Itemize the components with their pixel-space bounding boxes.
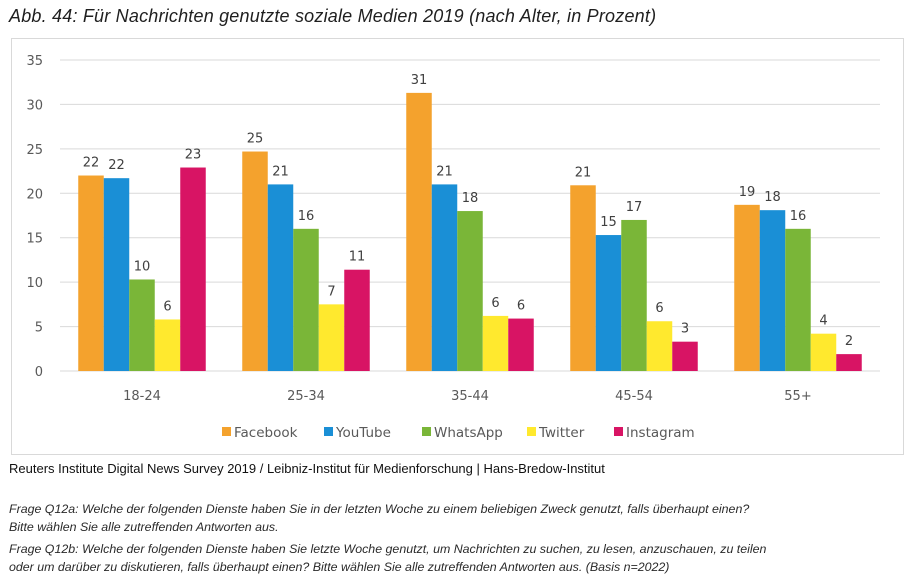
- data-label-youtube-55+: 18: [764, 190, 781, 205]
- bar-whatsapp-25-34: [293, 228, 319, 371]
- bar-whatsapp-35-44: [457, 211, 483, 371]
- data-label-twitter-55+: 4: [819, 314, 827, 329]
- x-tick-label: 55+: [784, 389, 811, 404]
- y-tick-label: 5: [35, 321, 43, 336]
- legend-label-twitter: Twitter: [538, 425, 585, 441]
- data-label-youtube-35-44: 21: [436, 164, 453, 179]
- bar-facebook-45-54: [570, 185, 596, 371]
- legend-swatch-whatsapp: [422, 427, 431, 436]
- data-label-youtube-18-24: 22: [108, 158, 125, 173]
- legend-label-facebook: Facebook: [234, 425, 298, 441]
- bar-instagram-25-34: [344, 269, 370, 371]
- data-label-facebook-18-24: 22: [83, 156, 100, 171]
- bar-instagram-35-44: [508, 318, 534, 371]
- x-tick-label: 45-54: [615, 389, 653, 404]
- figure-title: Abb. 44: Für Nachrichten genutzte sozial…: [9, 6, 657, 26]
- data-label-facebook-35-44: 31: [411, 73, 428, 88]
- bar-instagram-18-24: [180, 167, 206, 371]
- bar-instagram-55+: [836, 354, 862, 371]
- bar-instagram-45-54: [672, 341, 698, 371]
- bar-whatsapp-55+: [785, 228, 811, 371]
- bar-youtube-45-54: [595, 235, 622, 371]
- data-label-whatsapp-35-44: 18: [462, 191, 479, 206]
- data-label-instagram-18-24: 23: [185, 148, 202, 163]
- data-label-twitter-25-34: 7: [327, 284, 335, 299]
- data-label-instagram-35-44: 6: [517, 299, 525, 314]
- data-label-facebook-25-34: 25: [247, 132, 264, 147]
- bar-facebook-55+: [734, 204, 760, 371]
- y-tick-label: 35: [26, 54, 43, 69]
- data-label-youtube-45-54: 15: [600, 215, 617, 230]
- bar-youtube-55+: [759, 210, 786, 371]
- bar-twitter-35-44: [482, 315, 509, 371]
- y-tick-label: 30: [26, 98, 43, 113]
- data-label-twitter-35-44: 6: [491, 296, 499, 311]
- bar-twitter-18-24: [154, 319, 181, 371]
- legend-label-whatsapp: WhatsApp: [434, 425, 503, 441]
- data-label-facebook-45-54: 21: [575, 165, 592, 180]
- y-axis-tick-labels: 0 5 10 15 20 25 30 35: [26, 54, 43, 380]
- data-label-instagram-55+: 2: [845, 334, 853, 349]
- bar-whatsapp-45-54: [621, 219, 647, 371]
- legend-swatch-instagram: [614, 427, 623, 436]
- data-label-whatsapp-25-34: 16: [298, 209, 315, 224]
- note-q12b-line2: oder um darüber zu diskutieren, falls üb…: [9, 560, 670, 574]
- legend-swatch-twitter: [527, 427, 536, 436]
- source-credit: Reuters Institute Digital News Survey 20…: [9, 461, 605, 476]
- legend-swatch-facebook: [222, 427, 231, 436]
- legend-label-youtube: YouTube: [335, 425, 391, 441]
- y-tick-label: 15: [26, 232, 43, 247]
- data-label-youtube-25-34: 21: [272, 164, 289, 179]
- y-tick-label: 0: [35, 365, 43, 380]
- bar-facebook-18-24: [78, 175, 104, 371]
- y-tick-label: 20: [26, 187, 43, 202]
- data-label-whatsapp-55+: 16: [790, 209, 807, 224]
- data-label-facebook-55+: 19: [739, 185, 756, 200]
- bar-youtube-18-24: [103, 178, 130, 371]
- data-label-whatsapp-45-54: 17: [626, 200, 643, 215]
- note-q12a-line1: Frage Q12a: Welche der folgenden Dienste…: [9, 502, 750, 516]
- bar-twitter-55+: [810, 333, 837, 371]
- x-axis-tick-labels: 18-24 25-34 35-44 45-54 55+: [123, 389, 812, 404]
- bar-twitter-25-34: [318, 304, 345, 371]
- bar-youtube-35-44: [431, 184, 458, 371]
- bar-whatsapp-18-24: [129, 279, 155, 371]
- note-q12a-line2: Bitte wählen Sie alle zutreffenden Antwo…: [9, 520, 279, 534]
- data-label-twitter-45-54: 6: [655, 301, 663, 316]
- y-tick-label: 10: [26, 276, 43, 291]
- x-tick-label: 25-34: [287, 389, 325, 404]
- bars: [78, 92, 862, 372]
- legend: Facebook YouTube WhatsApp Twitter Instagram: [222, 425, 695, 441]
- bar-facebook-25-34: [242, 151, 268, 371]
- data-labels: 22 22 10 6 23 25 21 16 7 11 31 21 18 6 6 21 15 17 6 3 19 18 16…: [83, 73, 853, 349]
- legend-swatch-youtube: [324, 427, 333, 436]
- bar-twitter-45-54: [646, 321, 673, 371]
- note-q12b-line1: Frage Q12b: Welche der folgenden Dienste…: [9, 542, 767, 556]
- data-label-twitter-18-24: 6: [163, 299, 171, 314]
- data-label-instagram-25-34: 11: [349, 250, 366, 265]
- legend-label-instagram: Instagram: [626, 425, 695, 441]
- bar-facebook-35-44: [406, 92, 432, 372]
- data-label-instagram-45-54: 3: [681, 322, 689, 337]
- x-tick-label: 18-24: [123, 389, 161, 404]
- y-tick-label: 25: [26, 143, 43, 158]
- bar-youtube-25-34: [267, 184, 294, 371]
- data-label-whatsapp-18-24: 10: [134, 259, 151, 274]
- x-tick-label: 35-44: [451, 389, 489, 404]
